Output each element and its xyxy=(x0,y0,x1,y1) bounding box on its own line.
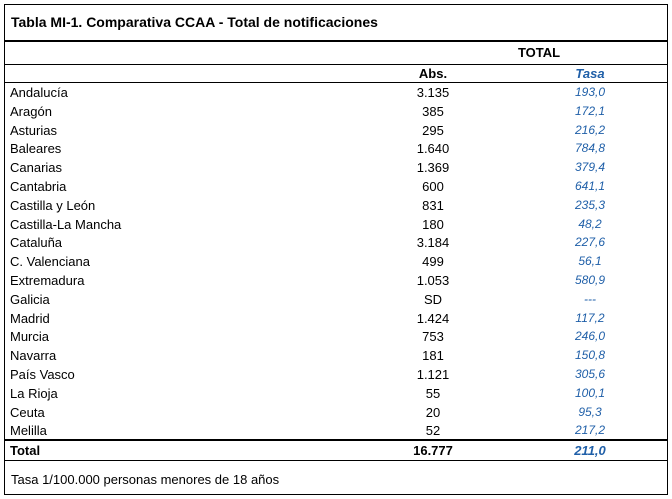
cell-abs: 600 xyxy=(422,178,444,194)
table-row: Cantabria 600 641,1 xyxy=(5,177,667,196)
table-row: Ceuta 20 95,3 xyxy=(5,403,667,422)
header-divider xyxy=(5,64,667,65)
group-header-total: TOTAL xyxy=(517,45,561,60)
table-row: Galicia SD --- xyxy=(5,290,667,309)
cell-tasa: 216,2 xyxy=(574,122,606,137)
cell-abs: 1.369 xyxy=(416,160,450,176)
total-abs: 16.777 xyxy=(413,443,453,458)
cell-name: Galicia xyxy=(10,291,50,307)
cell-tasa: 580,9 xyxy=(574,272,606,287)
cell-abs: 180 xyxy=(422,216,444,232)
table-row: Baleares 1.640 784,8 xyxy=(5,139,667,158)
columns-divider xyxy=(5,82,667,83)
column-header-tasa: Tasa xyxy=(575,66,605,81)
cell-abs: 181 xyxy=(422,348,444,364)
cell-name: Castilla-La Mancha xyxy=(10,216,122,232)
cell-abs: 20 xyxy=(425,404,441,420)
cell-tasa: 100,1 xyxy=(574,385,606,400)
cell-tasa: 246,0 xyxy=(574,329,606,344)
table-frame: Tabla MI-1. Comparativa CCAA - Total de … xyxy=(4,4,668,495)
total-row: Total 16.777 211,0 xyxy=(5,440,667,460)
cell-name: Cataluña xyxy=(10,235,63,251)
total-label: Total xyxy=(10,443,41,458)
table-row: La Rioja 55 100,1 xyxy=(5,384,667,403)
table-row: Andalucía 3.135 193,0 xyxy=(5,83,667,102)
cell-name: Castilla y León xyxy=(10,197,96,213)
cell-tasa: 784,8 xyxy=(574,141,606,156)
column-header-abs: Abs. xyxy=(418,66,448,81)
cell-name: Andalucía xyxy=(10,85,68,100)
table-title: Tabla MI-1. Comparativa CCAA - Total de … xyxy=(11,14,378,30)
table-row: Melilla 52 217,2 xyxy=(5,421,667,440)
cell-abs: 1.121 xyxy=(416,366,450,382)
cell-name: La Rioja xyxy=(10,385,58,401)
cell-abs: 1.424 xyxy=(416,310,450,326)
cell-tasa: 56,1 xyxy=(578,254,602,269)
cell-name: Madrid xyxy=(10,310,50,326)
cell-name: Extremadura xyxy=(10,272,85,288)
cell-name: Ceuta xyxy=(10,404,45,420)
table-row: Murcia 753 246,0 xyxy=(5,327,667,346)
cell-abs: 1.053 xyxy=(416,272,450,288)
cell-name: País Vasco xyxy=(10,366,75,382)
cell-abs: 52 xyxy=(425,423,441,439)
table-row: País Vasco 1.121 305,6 xyxy=(5,365,667,384)
table-row: Canarias 1.369 379,4 xyxy=(5,158,667,177)
table-row: C. Valenciana 499 56,1 xyxy=(5,252,667,271)
table-row: Castilla-La Mancha 180 48,2 xyxy=(5,215,667,234)
cell-name: C. Valenciana xyxy=(10,254,90,270)
cell-tasa: 235,3 xyxy=(574,197,606,212)
cell-name: Navarra xyxy=(10,348,57,364)
cell-abs: 55 xyxy=(425,385,441,401)
cell-tasa: 117,2 xyxy=(575,310,605,325)
table-row: Asturias 295 216,2 xyxy=(5,121,667,140)
cell-abs: SD xyxy=(423,291,443,307)
cell-abs: 499 xyxy=(422,254,444,270)
cell-tasa: 641,1 xyxy=(574,178,606,193)
cell-name: Aragón xyxy=(10,103,52,119)
cell-tasa: 95,3 xyxy=(578,404,602,419)
cell-tasa: --- xyxy=(584,291,596,306)
table-row: Castilla y León 831 235,3 xyxy=(5,196,667,215)
cell-name: Cantabria xyxy=(10,178,67,194)
cell-abs: 3.135 xyxy=(416,85,450,100)
total-divider-bottom xyxy=(5,460,667,461)
cell-name: Melilla xyxy=(10,423,47,439)
cell-tasa: 217,2 xyxy=(574,423,606,438)
table-row: Madrid 1.424 117,2 xyxy=(5,309,667,328)
cell-abs: 753 xyxy=(422,329,444,345)
total-tasa: 211,0 xyxy=(574,443,606,458)
cell-name: Baleares xyxy=(10,141,62,157)
total-divider-top xyxy=(5,439,667,441)
cell-abs: 295 xyxy=(422,122,444,138)
cell-name: Murcia xyxy=(10,329,50,345)
cell-abs: 831 xyxy=(422,197,444,213)
cell-tasa: 150,8 xyxy=(574,348,606,363)
cell-name: Asturias xyxy=(10,122,57,138)
cell-abs: 3.184 xyxy=(416,235,450,251)
cell-tasa: 379,4 xyxy=(574,160,606,175)
cell-tasa: 305,6 xyxy=(574,366,606,381)
table-row: Navarra 181 150,8 xyxy=(5,346,667,365)
table-row: Aragón 385 172,1 xyxy=(5,102,667,121)
cell-tasa: 172,1 xyxy=(574,103,606,118)
cell-tasa: 48,2 xyxy=(578,216,602,231)
cell-abs: 1.640 xyxy=(416,141,450,157)
table-row: Cataluña 3.184 227,6 xyxy=(5,233,667,252)
title-divider xyxy=(5,40,667,42)
cell-tasa: 193,0 xyxy=(574,85,606,99)
cell-name: Canarias xyxy=(10,160,63,176)
footnote: Tasa 1/100.000 personas menores de 18 añ… xyxy=(11,472,280,487)
table-body: Andalucía 3.135 193,0 Aragón 385 172,1 Asturia… xyxy=(5,83,667,440)
table-row: Extremadura 1.053 580,9 xyxy=(5,271,667,290)
cell-tasa: 227,6 xyxy=(574,235,606,250)
cell-abs: 385 xyxy=(422,103,444,119)
